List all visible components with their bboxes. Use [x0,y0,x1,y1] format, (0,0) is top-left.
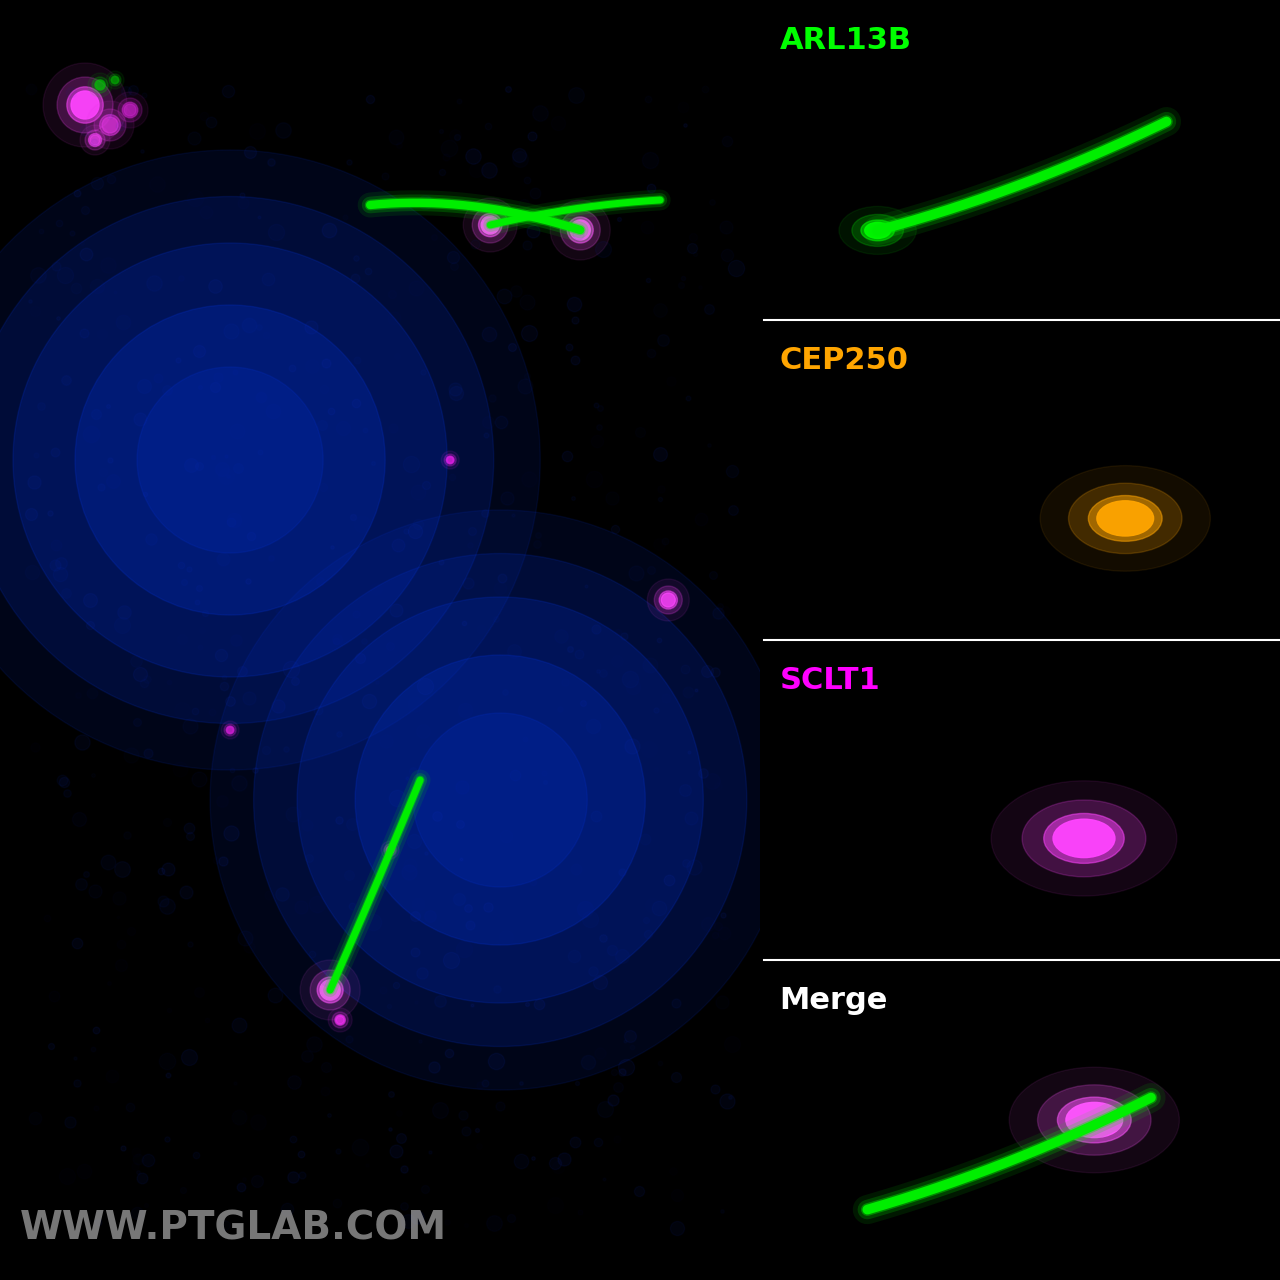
Circle shape [1088,495,1162,541]
Circle shape [67,87,104,123]
Circle shape [463,198,517,252]
Circle shape [387,847,393,852]
Circle shape [81,125,110,155]
Ellipse shape [413,713,588,887]
Circle shape [567,218,593,243]
Text: ARL13B: ARL13B [780,26,911,55]
Circle shape [123,102,138,118]
Circle shape [70,91,99,119]
Circle shape [865,223,891,238]
Circle shape [328,1009,352,1032]
Circle shape [384,844,397,856]
Circle shape [337,1016,344,1024]
Circle shape [113,77,118,83]
Circle shape [113,92,148,128]
Circle shape [221,721,239,739]
Circle shape [310,970,351,1010]
Circle shape [92,77,108,93]
Circle shape [320,980,340,1000]
Circle shape [442,451,460,468]
Circle shape [1009,1068,1179,1172]
Circle shape [102,116,118,133]
Ellipse shape [355,655,645,945]
Ellipse shape [76,305,385,614]
Circle shape [1057,1097,1132,1143]
Ellipse shape [297,596,703,1004]
Circle shape [444,454,456,466]
Circle shape [991,781,1176,896]
Circle shape [659,591,677,609]
Text: SCLT1: SCLT1 [780,666,881,695]
Circle shape [838,206,916,255]
Circle shape [118,99,142,122]
Circle shape [1097,500,1153,536]
Circle shape [1053,819,1115,858]
Circle shape [1041,466,1211,571]
Circle shape [84,131,105,150]
Circle shape [662,593,676,607]
Circle shape [95,79,105,90]
Ellipse shape [13,243,447,677]
Circle shape [387,846,394,854]
Circle shape [224,724,236,736]
Circle shape [111,76,119,84]
Circle shape [44,63,127,147]
Circle shape [90,134,100,145]
Circle shape [88,73,113,97]
Circle shape [447,457,453,463]
Circle shape [381,841,399,859]
Text: Merge: Merge [780,986,888,1015]
Circle shape [1066,1102,1123,1138]
Circle shape [447,456,454,463]
Circle shape [317,977,343,1004]
Circle shape [1038,1085,1151,1155]
Circle shape [472,207,508,243]
Circle shape [332,1012,348,1028]
Circle shape [100,115,120,136]
Text: CEP250: CEP250 [780,346,909,375]
Circle shape [481,216,499,234]
Ellipse shape [0,197,494,723]
Circle shape [93,109,125,141]
Circle shape [561,210,600,250]
Circle shape [571,220,590,241]
Circle shape [654,586,682,614]
Ellipse shape [0,150,540,771]
Text: WWW.PTGLAB.COM: WWW.PTGLAB.COM [20,1210,447,1248]
Circle shape [335,1015,346,1025]
Circle shape [227,727,233,733]
Circle shape [58,77,113,133]
Circle shape [852,214,904,246]
Circle shape [227,726,234,733]
Circle shape [861,220,895,241]
Circle shape [1023,800,1146,877]
Circle shape [550,200,611,260]
Circle shape [86,101,134,148]
Circle shape [109,74,122,86]
Ellipse shape [253,553,746,1047]
Circle shape [106,70,124,90]
Ellipse shape [137,367,323,553]
Circle shape [96,81,104,90]
Circle shape [648,579,690,621]
Circle shape [124,104,136,116]
Circle shape [300,960,360,1020]
Circle shape [1043,814,1124,863]
Circle shape [88,133,101,146]
Circle shape [1069,483,1181,553]
Ellipse shape [210,509,790,1091]
Circle shape [479,214,502,237]
